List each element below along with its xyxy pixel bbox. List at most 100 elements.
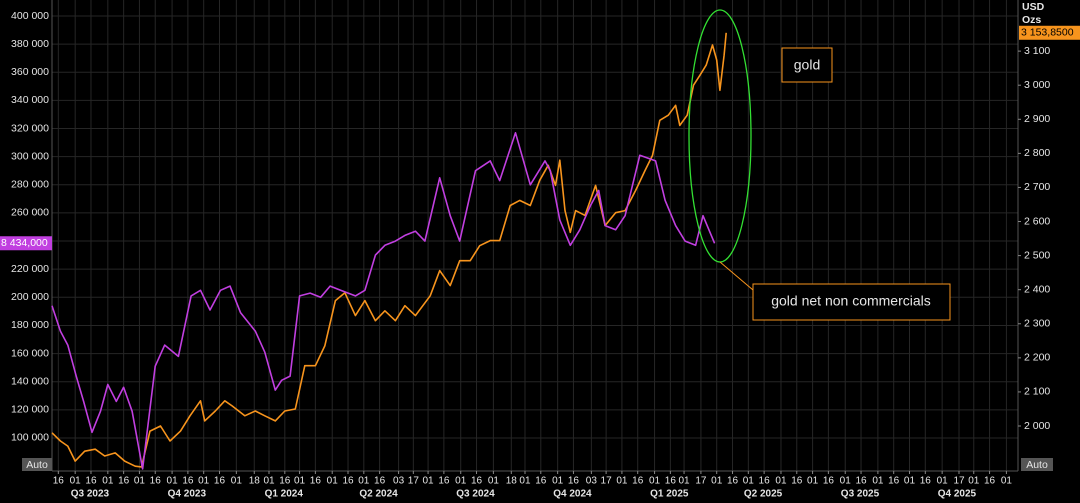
x-minor-tick-label: 01 <box>904 476 916 487</box>
x-minor-tick-label: 01 <box>743 476 755 487</box>
annotation-net: gold net non commercials <box>771 293 931 309</box>
series-line <box>51 132 716 470</box>
y-tick-label: 200 000 <box>11 291 49 303</box>
x-minor-tick-label: 16 <box>535 476 547 487</box>
x-tick-label: Q3 2024 <box>456 489 495 500</box>
x-minor-tick-label: 01 <box>358 476 370 487</box>
x-minor-tick-label: 01 <box>423 476 435 487</box>
y-tick-label: 400 000 <box>11 10 49 22</box>
x-minor-tick-label: 16 <box>53 476 65 487</box>
x-minor-tick-label: 18 <box>506 476 518 487</box>
x-minor-tick-label: 16 <box>118 476 130 487</box>
x-minor-tick-label: 01 <box>488 476 500 487</box>
last-value-label: 8 434,000 <box>1 237 48 249</box>
x-minor-tick-label: 01 <box>327 476 339 487</box>
x-tick-label: Q1 2025 <box>650 489 689 500</box>
x-minor-tick-label: 16 <box>984 476 996 487</box>
x-minor-tick-label: 16 <box>310 476 322 487</box>
x-tick-label: Q3 2023 <box>71 489 110 500</box>
x-minor-tick-label: 16 <box>888 476 900 487</box>
x-minor-tick-label: 01 <box>134 476 146 487</box>
grid <box>52 0 1018 471</box>
y-tick-label: 360 000 <box>11 66 49 78</box>
x-minor-tick-label: 16 <box>632 476 644 487</box>
x-tick-label: Q4 2025 <box>938 489 977 500</box>
x-minor-tick-label: 16 <box>568 476 580 487</box>
x-minor-tick-label: 01 <box>70 476 82 487</box>
x-minor-tick-label: 01 <box>263 476 275 487</box>
x-minor-tick-label: 01 <box>711 476 723 487</box>
x-minor-tick-label: 01 <box>1001 476 1013 487</box>
x-minor-tick-label: 01 <box>616 476 628 487</box>
y-tick-label: 120 000 <box>11 404 49 416</box>
y-tick-label: 320 000 <box>11 122 49 134</box>
y2-tick-label: 2 500 <box>1024 249 1050 261</box>
x-minor-tick-label: 16 <box>85 476 97 487</box>
x-minor-tick-label: 01 <box>840 476 852 487</box>
y-tick-label: 300 000 <box>11 150 49 162</box>
last-value-box <box>1019 25 1080 40</box>
x-minor-tick-label: 03 <box>586 476 598 487</box>
x-tick-label: Q2 2025 <box>744 489 783 500</box>
y-tick-label: 100 000 <box>11 432 49 444</box>
x-minor-tick-label: 16 <box>438 476 450 487</box>
y2-tick-label: 2 700 <box>1024 181 1050 193</box>
x-minor-tick-label: 16 <box>791 476 803 487</box>
x-minor-tick-label: 01 <box>872 476 884 487</box>
y2-tick-label: 2 000 <box>1024 420 1050 432</box>
y2-tick-label: 2 100 <box>1024 386 1050 398</box>
x-minor-tick-label: 16 <box>855 476 867 487</box>
x-minor-tick-label: 17 <box>695 476 707 487</box>
y-tick-label: 340 000 <box>11 94 49 106</box>
x-minor-tick-label: 16 <box>374 476 386 487</box>
x-tick-label: Q4 2024 <box>553 489 592 500</box>
y2-tick-label: 2 900 <box>1024 113 1050 125</box>
auto-label[interactable]: Auto <box>26 459 48 471</box>
x-minor-tick-label: 17 <box>953 476 965 487</box>
x-minor-tick-label: 18 <box>249 476 261 487</box>
x-minor-tick-label: 16 <box>759 476 771 487</box>
x-minor-tick-label: 01 <box>519 476 531 487</box>
x-minor-tick-label: 17 <box>408 476 420 487</box>
x-minor-tick-label: 01 <box>649 476 661 487</box>
y-tick-label: 380 000 <box>11 38 49 50</box>
y2-tick-label: 2 800 <box>1024 147 1050 159</box>
x-minor-tick-label: 03 <box>393 476 405 487</box>
x-minor-tick-label: 01 <box>678 476 690 487</box>
x-minor-tick-label: 01 <box>455 476 467 487</box>
x-minor-tick-label: 01 <box>231 476 243 487</box>
auto-button[interactable] <box>22 458 52 471</box>
annotation-gold: gold <box>794 57 820 73</box>
y-tick-label: 220 000 <box>11 263 49 275</box>
x-minor-tick-label: 01 <box>775 476 787 487</box>
y2-title: USD <box>1022 1 1045 13</box>
x-minor-tick-label: 16 <box>823 476 835 487</box>
x-minor-tick-label: 16 <box>214 476 226 487</box>
x-minor-tick-label: 01 <box>198 476 210 487</box>
x-minor-tick-label: 01 <box>937 476 949 487</box>
x-minor-tick-label: 01 <box>102 476 114 487</box>
x-minor-tick-label: 16 <box>727 476 739 487</box>
x-tick-label: Q1 2024 <box>265 489 304 500</box>
x-minor-tick-label: 01 <box>968 476 980 487</box>
y-tick-label: 140 000 <box>11 375 49 387</box>
last-value-label: 3 153,8500 <box>1021 27 1074 39</box>
y-tick-label: 180 000 <box>11 319 49 331</box>
y2-tick-label: 2 400 <box>1024 283 1050 295</box>
y-tick-label: 160 000 <box>11 347 49 359</box>
auto-label[interactable]: Auto <box>1026 459 1048 471</box>
series-line <box>51 32 727 468</box>
y2-subtitle: Ozs <box>1022 14 1041 26</box>
y-tick-label: 280 000 <box>11 179 49 191</box>
x-minor-tick-label: 01 <box>807 476 819 487</box>
y-tick-label: 260 000 <box>11 207 49 219</box>
x-tick-label: Q3 2025 <box>841 489 880 500</box>
marks <box>51 32 727 470</box>
x-minor-tick-label: 16 <box>279 476 291 487</box>
x-tick-label: Q2 2024 <box>359 489 398 500</box>
x-minor-tick-label: 16 <box>342 476 354 487</box>
auto-button[interactable] <box>1021 458 1053 471</box>
y2-tick-label: 3 100 <box>1024 45 1050 57</box>
y2-tick-label: 2 300 <box>1024 318 1050 330</box>
